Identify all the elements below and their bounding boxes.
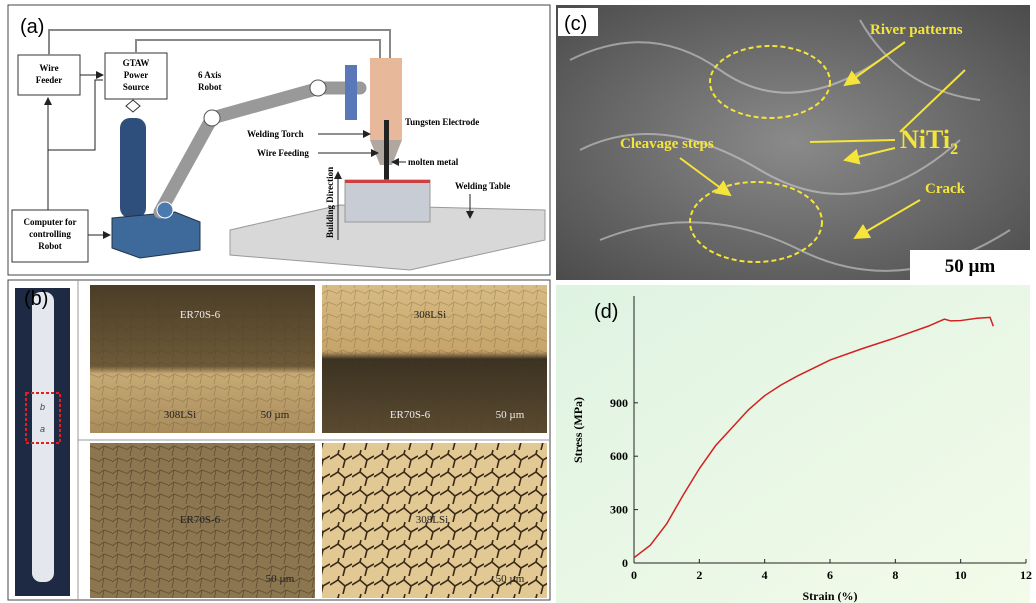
scale-label: 50 µm xyxy=(266,573,295,585)
y-tick-label: 600 xyxy=(610,449,628,463)
annotation: River patterns xyxy=(870,22,963,38)
x-tick-label: 10 xyxy=(955,568,967,582)
x-axis-label: Strain (%) xyxy=(803,589,858,603)
y-axis-label: Stress (MPa) xyxy=(571,397,585,463)
box-text: GTAW xyxy=(123,58,150,68)
panel-a: (a) Wire Feeder GTAW Power Source Comput… xyxy=(8,5,550,275)
annotation: Cleavage steps xyxy=(620,136,714,152)
panel-label: (a) xyxy=(20,16,44,38)
micro-label: ER70S-6 xyxy=(180,309,221,321)
y-tick-label: 0 xyxy=(622,556,628,570)
label: Welding Torch xyxy=(247,129,304,139)
panel-label: (c) xyxy=(564,13,587,35)
wall xyxy=(32,292,54,582)
annotation: NiTi2 xyxy=(900,125,958,158)
marker: b xyxy=(40,402,45,412)
x-tick-label: 12 xyxy=(1020,568,1032,582)
box-text: Computer for xyxy=(23,217,76,227)
box-text: Source xyxy=(123,82,149,92)
panel-d: (d) Stress (MPa) Strain (%) 0 300 600 900 0 2… xyxy=(556,285,1032,603)
box-text: Power xyxy=(124,70,149,80)
y-tick-label: 300 xyxy=(610,503,628,517)
micro-label: 308LSi xyxy=(164,409,196,421)
x-tick-label: 2 xyxy=(696,568,702,582)
micro-label: ER70S-6 xyxy=(390,409,431,421)
scale-label: 50 µm xyxy=(261,409,290,421)
micro-label: 308LSi xyxy=(414,309,446,321)
x-tick-label: 0 xyxy=(631,568,637,582)
x-tick-label: 6 xyxy=(827,568,833,582)
annotation: Crack xyxy=(925,181,966,197)
label: Wire Feeding xyxy=(257,148,309,158)
annotation: NiTi xyxy=(900,125,950,154)
label: Tungsten Electrode xyxy=(405,117,479,127)
joint xyxy=(157,202,173,218)
robot-base xyxy=(112,212,200,258)
x-tick-label: 8 xyxy=(892,568,898,582)
panel-label: (b) xyxy=(24,288,48,310)
joint xyxy=(204,110,220,126)
micro-label: 308LSi xyxy=(416,514,448,526)
panel-b: b a (b) ER70S-6 308LSi 50 µm 308LSi ER70… xyxy=(8,280,550,600)
label: Welding Table xyxy=(455,181,510,191)
label: molten metal xyxy=(408,157,459,167)
x-tick-label: 4 xyxy=(762,568,768,582)
box-text: Robot xyxy=(38,241,62,251)
joint xyxy=(310,80,326,96)
scale-label: 50 µm xyxy=(945,256,996,277)
build xyxy=(345,180,430,222)
panel-label: (d) xyxy=(594,301,618,323)
scale-label: 50 µm xyxy=(496,573,525,585)
scale-label: 50 µm xyxy=(496,409,525,421)
marker: a xyxy=(40,424,45,434)
subscript: 2 xyxy=(950,141,958,158)
box-text: Feeder xyxy=(36,75,62,85)
figure: (a) Wire Feeder GTAW Power Source Comput… xyxy=(0,0,1036,603)
y-tick-label: 900 xyxy=(610,396,628,410)
box-text: controlling xyxy=(29,229,71,239)
melt xyxy=(345,180,430,183)
gas-cylinder xyxy=(120,118,146,218)
flange xyxy=(345,65,357,120)
label: Building Direction xyxy=(325,167,335,238)
panel-c: (c) River patterns NiTi2 Cleavage steps … xyxy=(556,5,1030,280)
label: 6 Axis xyxy=(198,70,222,80)
micro-label: ER70S-6 xyxy=(180,514,221,526)
box-text: Wire xyxy=(39,63,58,73)
label: Robot xyxy=(198,82,222,92)
